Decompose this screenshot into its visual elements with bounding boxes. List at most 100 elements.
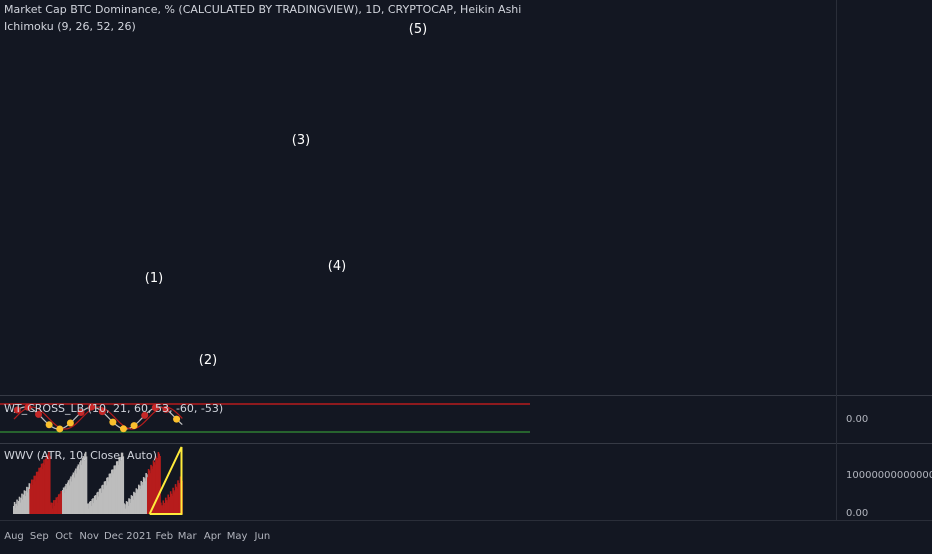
volume-bar [166,502,169,514]
volume-bar [88,501,91,514]
volume-bar [79,462,81,514]
x-tick-label: Nov [79,531,99,542]
volume-bar [67,480,70,514]
volume-bar [52,502,54,514]
volume-bar [120,452,123,514]
volume-bar [163,502,165,514]
volume-bar [94,495,97,514]
volume-bar [154,464,156,514]
volume-bar [135,488,138,514]
volume-bar [62,489,64,514]
volume-bar [117,465,120,514]
volume-bar [93,503,95,514]
volume-bar [27,487,30,514]
volume-bar [50,502,53,514]
x-tick-label: Mar [178,531,198,542]
volume-bar [151,468,154,514]
volume-bar [70,476,72,514]
volume-bar [57,496,59,514]
osc-cross-dot [141,411,149,419]
x-tick-label: Aug [4,531,24,542]
osc-wt2-line [13,406,183,430]
volume-bar [71,481,73,514]
volume-bar [113,465,116,514]
volume-bar [59,493,62,514]
volume-bar [158,453,161,514]
wwv-legend: WWV (ATR, 10, Close, Auto) [4,449,157,462]
volume-bar [178,483,180,514]
volume-bar [35,475,37,514]
volume-bar [93,495,96,514]
volume-bar [75,468,77,514]
volume-bar [164,497,167,514]
volume-bar [21,493,23,514]
volume-bar [49,505,52,514]
volume-bar [139,488,142,514]
volume-bar [81,457,84,514]
volume-bar [123,503,125,514]
volume-bar [128,498,130,514]
volume-bar [34,481,36,514]
volume-bar [107,481,110,514]
volume-bar [144,481,147,514]
volume-bar [142,477,145,514]
volume-bar [152,460,155,514]
volume-bar [60,490,62,514]
volume-bar [20,497,22,514]
volume-bar [46,460,49,514]
volume-bar [174,484,177,514]
volume-bar [74,470,76,514]
volume-bar [92,498,94,514]
volume-bar [63,492,66,514]
volume-bar [62,487,65,514]
volume-bar [142,485,144,514]
volume-bar [134,496,137,514]
volume-bar [137,492,139,514]
volume-bar [71,474,74,514]
volume-bar [89,500,92,514]
volume-bar [109,473,112,514]
volume-bar [18,496,21,514]
volume-bar [78,469,80,514]
volume-bar [44,458,47,514]
ichimoku-legend: Ichimoku (9, 26, 52, 26) [4,20,136,33]
volume-bar [143,478,146,514]
volume-bar [101,485,103,514]
volume-bar [68,485,71,514]
volume-bar [173,490,175,514]
volume-bar [155,457,158,514]
volume-bar [160,502,162,514]
volume-bar [45,455,48,514]
volume-bar [167,494,170,514]
volume-bar [156,460,159,514]
volume-bar [79,460,82,514]
volume-bar [121,452,124,514]
x-tick-label: Sep [30,531,49,542]
volume-bar [111,469,113,514]
osc-cross-dot [88,403,96,411]
volume-bar [126,501,129,514]
volume-bar [84,453,86,514]
volume-bar [64,486,67,514]
volume-bar [129,502,132,514]
volume-bar [58,499,61,514]
volume-bar [83,460,85,514]
volume-bar [177,480,179,514]
volume-bar [72,472,75,514]
osc-cross-dot [56,425,64,433]
volume-bar [160,505,163,514]
wave-label: (4) [328,259,346,274]
volume-bar [15,503,18,514]
volume-bar [85,456,88,514]
volume-bar [104,481,107,514]
volume-bar [149,473,152,514]
volume-bar [61,496,63,514]
volume-bar [133,492,136,514]
volume-bar [54,499,57,514]
volume-bar [33,475,36,514]
volume-bar [161,508,164,514]
x-tick-label: Apr [204,531,222,542]
volume-bar [97,496,100,514]
